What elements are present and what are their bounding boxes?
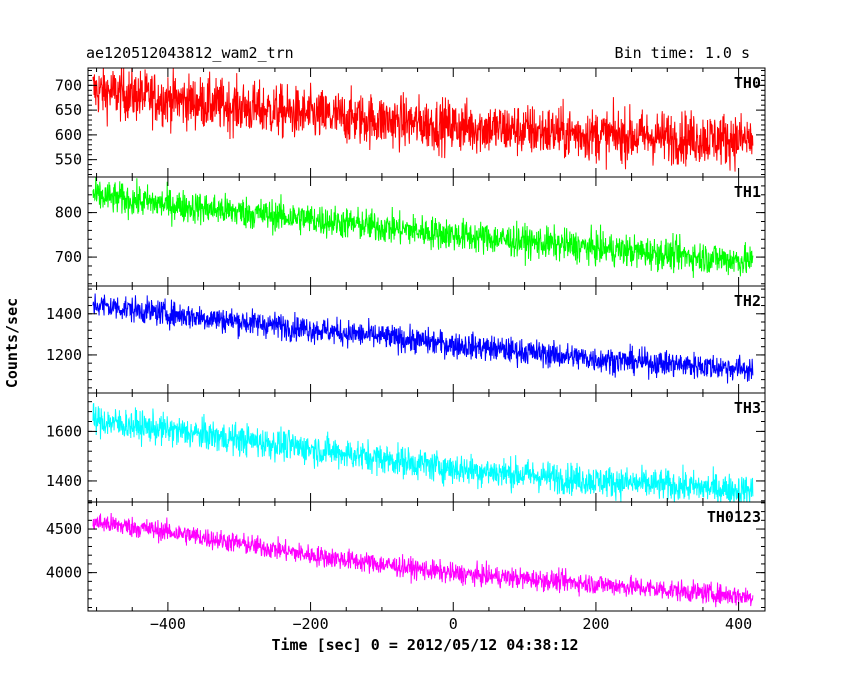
bin-time-label: Bin time: 1.0 s — [614, 44, 750, 62]
x-tick-label: 200 — [582, 615, 609, 633]
series-line-th0123 — [92, 513, 754, 608]
panel-th0123: 4000 4500 TH0123 — [46, 501, 766, 612]
y-tick-label: 650 — [55, 101, 82, 119]
series-label: TH2 — [734, 292, 761, 310]
y-axis-label: Counts/sec — [3, 297, 21, 389]
series-line-th2 — [92, 293, 754, 384]
y-tick-label: 1200 — [46, 346, 82, 364]
chart-title: ae120512043812_wam2_trn — [86, 44, 294, 62]
x-tick-label: 400 — [725, 615, 752, 633]
series-line-th1 — [92, 177, 754, 278]
x-tick-label: −400 — [150, 615, 186, 633]
y-tick-label: 4000 — [46, 564, 82, 582]
panel-th2: 1200 1400 TH2 — [46, 285, 766, 394]
x-axis-label: Time [sec] 0 = 2012/05/12 04:38:12 — [271, 636, 579, 654]
series-label: TH0123 — [707, 508, 761, 526]
y-tick-label: 1400 — [46, 472, 82, 490]
series-line-th3 — [92, 403, 754, 502]
series-label: TH3 — [734, 399, 761, 417]
y-tick-label: 600 — [55, 126, 82, 144]
y-tick-label: 800 — [55, 204, 82, 222]
y-tick-label: 700 — [55, 76, 82, 94]
y-tick-label: 4500 — [46, 520, 82, 538]
panel-th0: 550 600 650 700 TH0 — [55, 67, 766, 178]
panel-th1: 700 800 TH1 — [55, 176, 766, 287]
x-tick-label: −200 — [293, 615, 329, 633]
y-tick-label: 550 — [55, 151, 82, 169]
series-line-th0 — [92, 68, 754, 172]
panel-th3: 1400 1600 TH3 — [46, 392, 766, 503]
panel-frame — [87, 501, 766, 612]
y-tick-label: 1600 — [46, 422, 82, 440]
y-tick-label: 1400 — [46, 305, 82, 323]
y-tick-label: 700 — [55, 248, 82, 266]
x-tick-label: 0 — [449, 615, 458, 633]
series-label: TH1 — [734, 183, 761, 201]
series-label: TH0 — [734, 74, 761, 92]
